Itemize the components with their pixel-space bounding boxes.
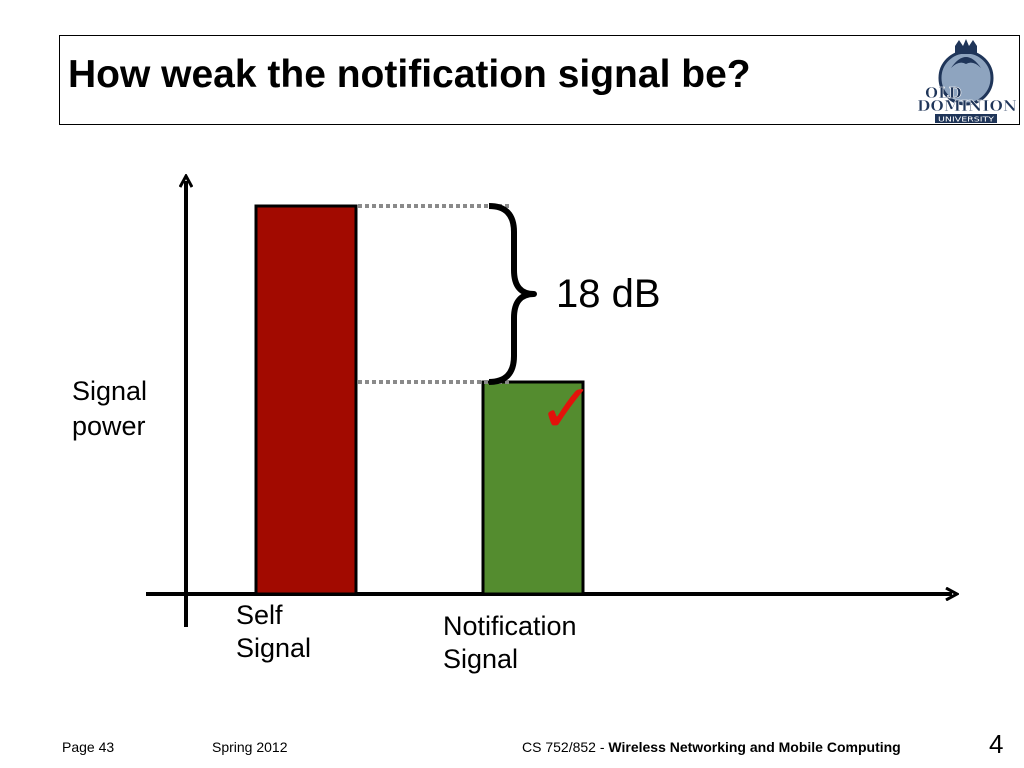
footer-course-name: Wireless Networking and Mobile Computing [608,739,901,755]
bars-group [254,204,585,596]
footer-course: CS 752/852 - Wireless Networking and Mob… [522,739,901,755]
slide-number: 4 [989,729,1004,759]
logo-text-old: OLD [925,84,962,102]
logo-text-dominion: DOMINION [917,97,1017,115]
y-axis-label-line1: Signal [72,376,148,406]
x-label-self-line1: Self [236,600,283,630]
gap-brace [488,203,537,385]
check-mark-icon: ✓ [538,370,595,449]
x-label-notification-signal: Notification Signal [443,610,577,676]
footer-term: Spring 2012 [212,739,288,755]
gap-label: 18 dB [556,272,661,316]
x-label-self-line2: Signal [236,633,312,663]
slide-title: How weak the notification signal be? [68,53,751,96]
title-box: How weak the notification signal be? OLD… [59,35,1020,125]
guides-group [358,204,510,384]
x-label-self-signal: Self Signal [236,599,311,665]
bar-notification-signal [481,380,585,596]
footer-course-prefix: CS 752/852 - [522,739,609,755]
university-logo: OLD DOMINION UNIVERSITY [917,39,1018,124]
logo-text-university: UNIVERSITY [938,116,995,124]
bar-self-signal [254,204,358,596]
x-label-notification-line1: Notification [443,611,577,641]
y-axis-label-line2: power [72,411,146,441]
footer-page: Page 43 [62,739,115,755]
x-label-notification-line2: Signal [443,644,519,674]
y-axis-label: Signal power [72,374,147,444]
